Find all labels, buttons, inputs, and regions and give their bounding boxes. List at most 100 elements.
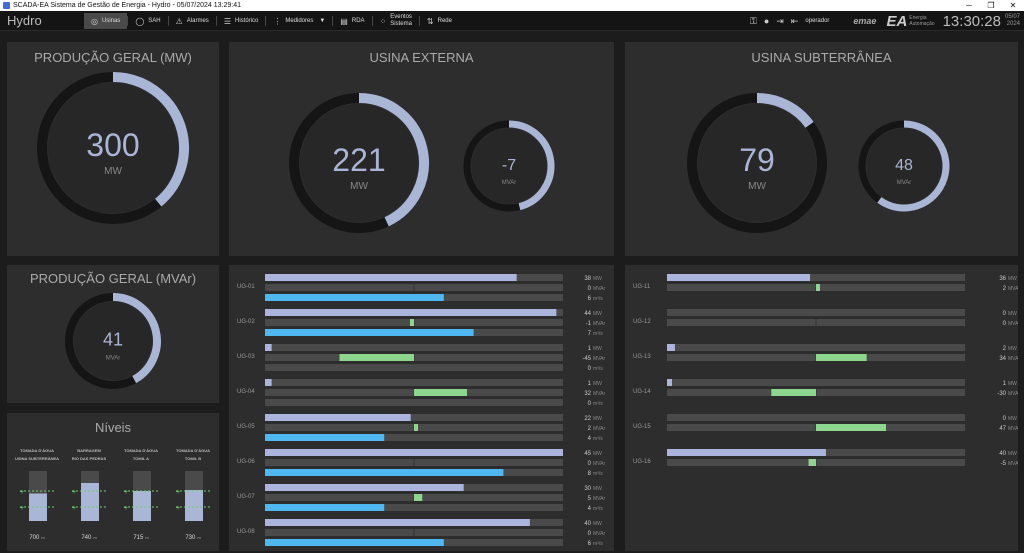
mvar-unit: MVAr: [1008, 426, 1018, 432]
gauge-face: [698, 104, 816, 222]
gauge-face: [866, 128, 942, 204]
nav-medidores[interactable]: ⋮ Medidores ▼: [266, 13, 332, 29]
level-value-row: 730 m: [168, 526, 218, 544]
nav-label: Usinas: [101, 18, 121, 24]
mw-value: 30: [584, 486, 591, 492]
mw-bar: [265, 379, 272, 386]
mvar-bar: [414, 424, 418, 431]
level-unit: m: [93, 535, 97, 540]
login-icon[interactable]: ⇥: [776, 15, 784, 26]
level-value-row: 700 m: [12, 526, 62, 544]
user-icon[interactable]: ●: [763, 16, 770, 26]
nav-rda[interactable]: ▤ RDA: [333, 13, 371, 29]
mvar-value: 0: [588, 531, 592, 537]
gauge-value: 300: [86, 127, 139, 163]
flow-unit: m³/s: [593, 506, 603, 512]
flow-bar-track: [265, 399, 563, 406]
mw-bar: [265, 449, 563, 456]
level-subtitle: USINA SUBTERRÂNEA: [14, 456, 60, 461]
gauge-fill: [508, 120, 555, 211]
network-icon: ⇅: [426, 16, 434, 26]
gauge-unit: MW: [350, 181, 368, 192]
mvar-unit: MVAr: [593, 426, 605, 432]
mvar-value: -1: [586, 321, 592, 327]
gauge-subterranea-mvar: 48 MVAr: [858, 120, 950, 212]
mvar-value: -30: [997, 391, 1006, 397]
database-icon: ☰: [223, 16, 231, 26]
nav-eventos-sistema[interactable]: ⁘ Eventos Sistema: [373, 13, 419, 29]
mw-unit: MW: [1008, 381, 1017, 387]
mw-bar-track: [667, 274, 965, 281]
mw-bar: [265, 274, 517, 281]
gauge-face: [471, 128, 547, 204]
level-tank: ++: [124, 471, 160, 521]
level-column: TOMADA D'ÁGUA USINA SUBTERRÂNEA + +700 m: [12, 447, 62, 544]
gauge-producao-mvar: 41 MVAr: [65, 293, 161, 389]
flow-value: 7: [588, 331, 592, 337]
mvar-bar: [414, 494, 423, 501]
flow-bar: [265, 294, 444, 301]
flow-bar: [265, 539, 444, 546]
level-title: TOMADA D'ÁGUA: [175, 448, 211, 453]
mvar-value: 34: [999, 356, 1006, 362]
mvar-unit: MVAr: [593, 391, 605, 397]
mvar-unit: MVAr: [1008, 286, 1018, 292]
level-value: 700: [29, 535, 40, 541]
mw-bar: [667, 344, 675, 351]
mw-bar: [265, 309, 557, 316]
flow-bar: [265, 504, 385, 511]
mw-value: 0: [1003, 416, 1007, 422]
key-icon[interactable]: ⚿: [750, 15, 757, 26]
panel-title: PRODUÇÃO GERAL (MW): [34, 50, 192, 65]
nav-hist-rico[interactable]: ☰ Histórico: [217, 13, 266, 29]
mvar-unit: MVAr: [1008, 391, 1018, 397]
gauge-value: 79: [739, 142, 775, 178]
level-subtitle: RIO DAS PEDRAS: [71, 456, 107, 461]
level-title: TOMADA D'ÁGUA: [19, 448, 55, 453]
close-button[interactable]: ✕: [1009, 1, 1017, 10]
restore-button[interactable]: ❐: [987, 1, 995, 10]
gauge-face: [300, 104, 418, 222]
mvar-unit: MVAr: [593, 496, 605, 502]
flow-unit: m³/s: [593, 541, 603, 547]
mw-unit: MW: [1008, 311, 1017, 317]
mvar-value: 5: [588, 496, 592, 502]
mvar-unit: MVAr: [593, 286, 605, 292]
panel-producao-mvar: PRODUÇÃO GERAL (MVAr) 41 MVAr: [7, 265, 219, 403]
nav-rede[interactable]: ⇅ Rede: [420, 13, 459, 29]
mvar-unit: MVAr: [1008, 356, 1018, 362]
flow-value: 0: [588, 366, 592, 372]
nav-alarmes[interactable]: ⚠ Alarmes: [169, 13, 216, 29]
mw-value: 44: [584, 311, 591, 317]
mw-bar-track: [667, 379, 965, 386]
panel-ug-subterranea: UG-1136MW2MVArUG-120MW0MVArUG-132MW34MVA…: [625, 265, 1018, 551]
nav-separator: [215, 16, 217, 26]
plus-icon: +: [124, 489, 128, 496]
logout-icon[interactable]: ⇤: [790, 15, 799, 26]
nav-separator: [127, 16, 129, 26]
nav-separator: [418, 16, 420, 26]
flow-unit: m³/s: [593, 331, 603, 337]
mw-unit: MW: [593, 416, 602, 422]
nav-separator: [371, 16, 373, 26]
right-tools: ⚿ ● ⇥ ⇤ operador emae EA Energia Automaçã…: [750, 11, 1024, 31]
minimize-button[interactable]: ─: [966, 1, 972, 10]
mw-unit: MW: [593, 521, 602, 527]
gauge-fill: [112, 293, 161, 384]
nav-label: Histórico: [234, 18, 259, 24]
flow-unit: m³/s: [593, 296, 603, 302]
unit-name: UG-12: [633, 319, 651, 325]
mvar-bar: [771, 389, 816, 396]
level-column: TOMADA D'ÁGUA TOMIL A + +715 m: [116, 447, 166, 544]
flow-value: 6: [588, 541, 592, 547]
gauge-fill: [877, 120, 950, 212]
mvar-value: 2: [588, 426, 592, 432]
mw-bar: [667, 379, 672, 386]
mvar-value: 0: [1003, 321, 1007, 327]
level-value: 715: [133, 535, 144, 541]
gauge-fill: [358, 93, 429, 227]
nav-sah[interactable]: ◯ SAH: [128, 13, 167, 29]
nav-usinas[interactable]: ◎ Usinas: [84, 13, 128, 29]
mw-bar: [667, 449, 826, 456]
gauge-fill: [112, 72, 189, 207]
